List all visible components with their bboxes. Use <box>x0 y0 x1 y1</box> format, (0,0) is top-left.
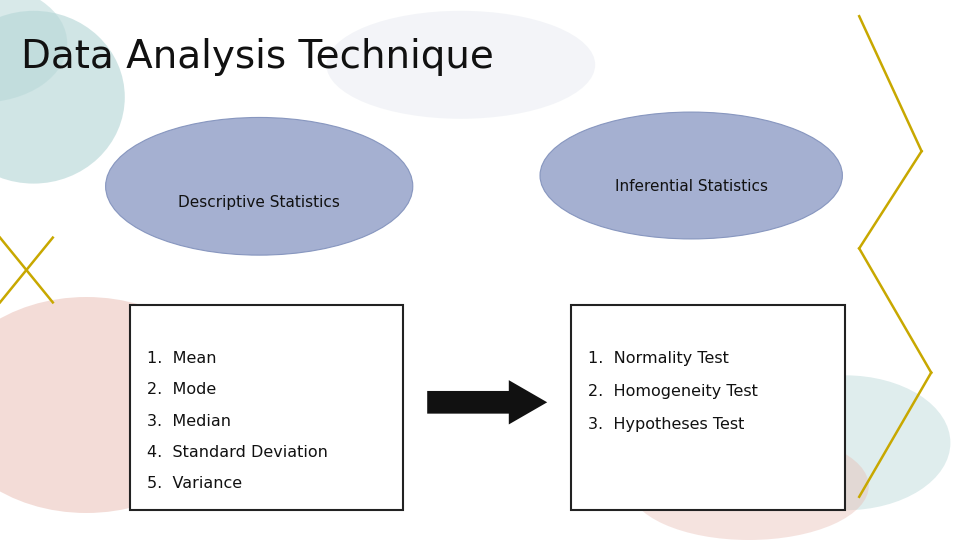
Ellipse shape <box>0 11 125 184</box>
Text: 3.  Median: 3. Median <box>147 414 230 429</box>
FancyBboxPatch shape <box>571 305 845 510</box>
Text: 5.  Variance: 5. Variance <box>147 476 242 491</box>
FancyBboxPatch shape <box>130 305 403 510</box>
Ellipse shape <box>0 0 67 103</box>
Ellipse shape <box>629 432 869 540</box>
Text: 3.  Hypotheses Test: 3. Hypotheses Test <box>588 417 745 432</box>
Ellipse shape <box>739 375 950 510</box>
Text: Data Analysis Technique: Data Analysis Technique <box>21 38 494 76</box>
Ellipse shape <box>326 11 595 119</box>
Text: 1.  Mean: 1. Mean <box>147 351 216 366</box>
Ellipse shape <box>540 112 842 239</box>
Ellipse shape <box>0 297 230 513</box>
Text: Inferential Statistics: Inferential Statistics <box>614 179 768 194</box>
Text: Descriptive Statistics: Descriptive Statistics <box>179 195 340 210</box>
Text: 1.  Normality Test: 1. Normality Test <box>588 351 730 366</box>
Text: 4.  Standard Deviation: 4. Standard Deviation <box>147 445 327 460</box>
Text: 2.  Mode: 2. Mode <box>147 382 216 397</box>
Polygon shape <box>427 380 547 424</box>
Ellipse shape <box>106 118 413 255</box>
Text: 2.  Homogeneity Test: 2. Homogeneity Test <box>588 384 758 399</box>
